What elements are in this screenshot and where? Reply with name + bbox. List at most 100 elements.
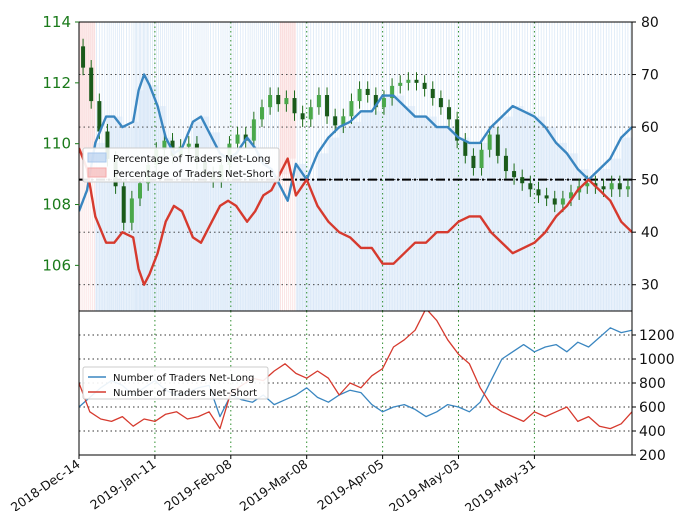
net-long-fill-segment <box>436 127 448 311</box>
net-long-fill-segment <box>106 116 115 311</box>
price-candle-body <box>373 95 378 108</box>
net-long-fill-segment <box>393 95 405 311</box>
price-candle-body <box>308 107 313 120</box>
net-long-fill-segment <box>491 127 502 311</box>
price-candle-body <box>300 113 305 120</box>
net-long-fill-segment <box>610 158 622 311</box>
x-tick-label: 2019-Feb-08 <box>161 456 234 511</box>
bottom-axis-tick-label: 200 <box>639 448 666 464</box>
net-short-fill-segment <box>79 22 88 149</box>
price-candle-body <box>536 189 541 196</box>
net-long-fill-segment <box>271 169 280 311</box>
price-candle-body <box>560 198 565 205</box>
price-candle-body <box>390 85 395 99</box>
price-candle-body <box>121 186 126 223</box>
net-long-fill-segment <box>209 132 220 311</box>
net-long-fill-segment <box>350 121 361 311</box>
net-long-fill-segment <box>545 127 557 311</box>
price-candle-body <box>268 95 273 108</box>
price-candle-body <box>137 183 142 199</box>
price-candle-body <box>487 134 492 150</box>
x-tick-label: 2019-May-03 <box>386 456 462 511</box>
price-candle-body <box>422 82 427 89</box>
net-long-percentage-line <box>79 73 632 212</box>
net-long-fill-segment <box>577 169 589 311</box>
price-candle-body <box>617 183 622 190</box>
right-axis-tick-label: 40 <box>641 225 659 241</box>
price-candle-body <box>609 183 614 190</box>
net-long-fill-segment <box>328 137 340 311</box>
net-long-fill-segment <box>295 163 307 311</box>
price-candle-body <box>601 186 606 190</box>
net-long-fill-segment <box>165 137 174 311</box>
net-long-fill-segment <box>404 106 416 311</box>
left-axis-tick-label: 106 <box>42 256 71 274</box>
net-long-fill-segment <box>469 142 481 311</box>
price-candle-body <box>471 155 476 169</box>
net-long-fill-segment <box>588 179 600 311</box>
net-long-fill-segment <box>447 127 459 311</box>
net-long-fill-segment <box>255 148 264 311</box>
net-long-fill-segment <box>360 111 372 311</box>
price-candle-body <box>463 140 468 156</box>
price-candle-body <box>186 143 191 147</box>
net-short-fill-segment <box>279 22 288 175</box>
top-legend-swatch <box>87 152 107 163</box>
net-long-fill-segment <box>114 116 123 311</box>
left-axis-tick-label: 108 <box>42 196 71 214</box>
sentiment-fill-layer <box>79 22 632 311</box>
price-candle-body <box>251 119 256 141</box>
top-legend-label: Percentage of Traders Net-Short <box>113 169 273 180</box>
net-long-fill-segment <box>144 74 150 311</box>
net-long-fill-segment <box>480 142 492 311</box>
bottom-legend-label: Number of Traders Net-Short <box>113 388 257 399</box>
net-long-fill-segment <box>371 111 383 311</box>
bottom-axis-tick-label: 600 <box>639 400 666 416</box>
top-legend-box <box>82 147 280 183</box>
top-legend-label: Percentage of Traders Net-Long <box>113 154 271 165</box>
net-long-fill-segment <box>138 90 145 311</box>
price-candle-body <box>325 95 330 117</box>
net-long-fill-segment <box>566 153 578 311</box>
net-long-fill-segment <box>501 116 513 311</box>
top-legend-swatch <box>87 167 107 178</box>
net-long-fill-segment <box>556 142 567 311</box>
right-axis-tick-label: 60 <box>641 120 659 136</box>
net-long-fill-segment <box>192 121 201 311</box>
price-candle-body <box>89 67 94 102</box>
price-candle-body <box>81 46 86 68</box>
price-candle-body <box>341 116 346 126</box>
net-long-fill-segment <box>534 116 546 311</box>
price-candle-body <box>276 95 281 105</box>
net-short-fill-segment <box>287 22 296 159</box>
price-candle-body <box>259 107 264 120</box>
price-candle-body <box>414 79 419 83</box>
bottom-axis-tick-label: 400 <box>639 424 666 440</box>
net-long-fill-segment <box>599 169 611 311</box>
price-candle-body <box>284 98 289 105</box>
legends: Percentage of Traders Net-Long Percentage… <box>82 147 280 400</box>
price-candle-body <box>520 177 525 184</box>
net-long-fill-segment <box>122 127 134 311</box>
price-candle-body <box>381 98 386 108</box>
bottom-axis-tick-label: 1200 <box>639 328 675 344</box>
net-long-fill-segment <box>306 179 318 311</box>
price-candle-body <box>316 95 321 108</box>
right-axis-tick-label: 30 <box>641 278 659 294</box>
price-candle-body <box>512 171 517 178</box>
x-tick-label: 2019-May-31 <box>462 456 538 511</box>
net-long-fill-segment <box>512 106 524 311</box>
price-candle-body <box>528 183 533 190</box>
price-candle-body <box>585 183 590 187</box>
price-candle-body <box>503 155 508 172</box>
price-candle-body <box>129 198 134 223</box>
price-candle-body <box>97 101 102 132</box>
price-candle-body <box>406 79 411 83</box>
net-long-fill-segment <box>182 148 193 311</box>
net-long-fill-segment <box>425 116 437 311</box>
net-long-fill-segment <box>247 137 256 311</box>
price-candle-body <box>447 107 452 120</box>
price-candle-body <box>430 88 435 99</box>
net-long-fill-segment <box>149 85 158 311</box>
price-candle-body <box>162 140 167 150</box>
